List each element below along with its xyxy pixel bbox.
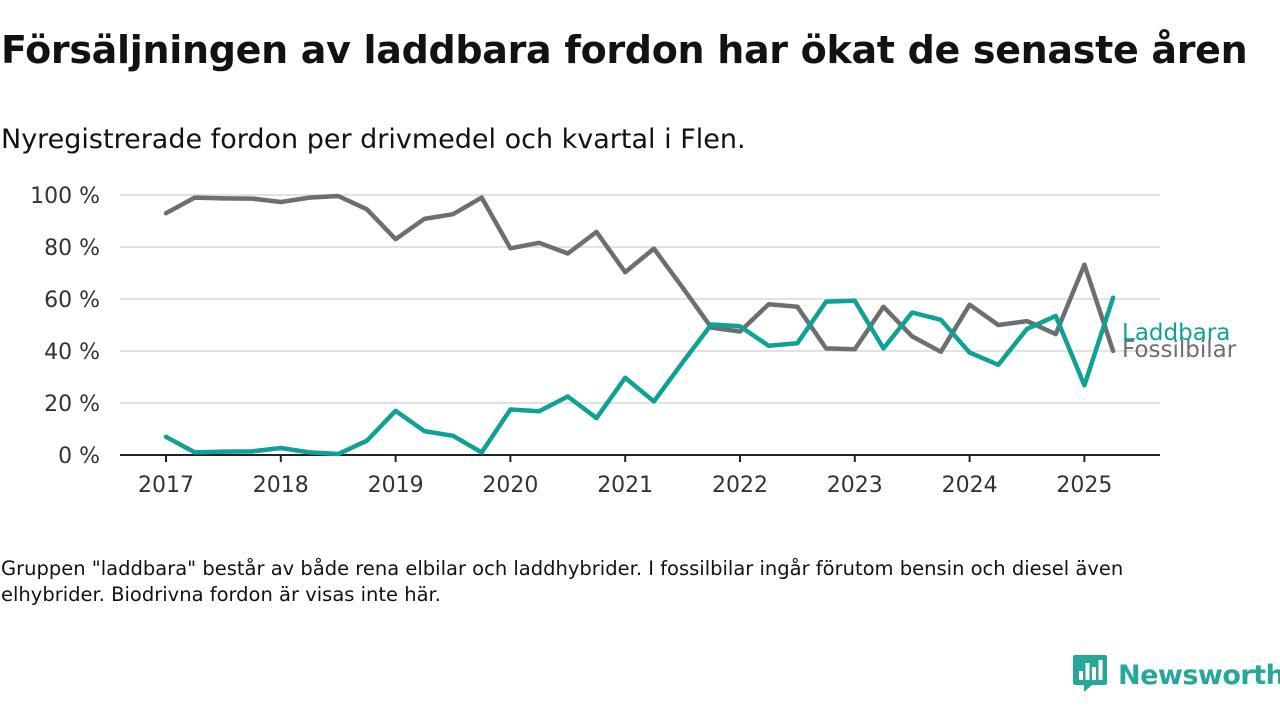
series-line-laddbara [163, 295, 1116, 457]
chart-subtitle: Nyregistrerade fordon per drivmedel och … [1, 124, 746, 155]
series-label-fossilbilar: Fossilbilar [1122, 337, 1237, 363]
series-lines [163, 193, 1116, 457]
x-axis: 2017 2018 2019 2020 2021 2022 2023 2024 2025 [120, 454, 1160, 498]
y-axis: 0 % 20 % 40 % 60 % 80 % 100 % [30, 184, 100, 469]
x-tick-label: 2017 [138, 473, 194, 498]
x-tick-label: 2021 [597, 473, 653, 498]
series-label-laddbara: Laddbara [1122, 320, 1230, 346]
x-tick-label: 2020 [482, 473, 538, 498]
brand-name: Newsworthy [1118, 659, 1280, 691]
x-tick-label: 2023 [827, 473, 883, 498]
y-tick-label: 20 % [44, 392, 100, 417]
grid-lines [120, 194, 1160, 404]
chart-footnote: Gruppen "laddbara" består av både rena e… [1, 557, 1124, 606]
series-line-fossilbilar [163, 193, 1116, 355]
newsworthy-logo-icon [1072, 653, 1108, 697]
x-tick-label: 2024 [942, 473, 998, 498]
x-tick-label: 2025 [1056, 473, 1112, 498]
y-tick-label: 60 % [44, 288, 100, 313]
line-chart: 0 % 20 % 40 % 60 % 80 % 100 % 2017 2018 2019 202… [30, 184, 1237, 498]
y-tick-label: 0 % [58, 444, 100, 469]
y-tick-label: 40 % [44, 340, 100, 365]
x-tick-label: 2019 [368, 473, 424, 498]
chart-title: Försäljningen av laddbara fordon har öka… [1, 28, 1248, 72]
y-tick-label: 100 % [30, 184, 100, 209]
x-tick-label: 2018 [253, 473, 309, 498]
brand-logo[interactable]: Newsworthy [1072, 655, 1280, 695]
y-tick-label: 80 % [44, 236, 100, 261]
x-tick-label: 2022 [712, 473, 768, 498]
